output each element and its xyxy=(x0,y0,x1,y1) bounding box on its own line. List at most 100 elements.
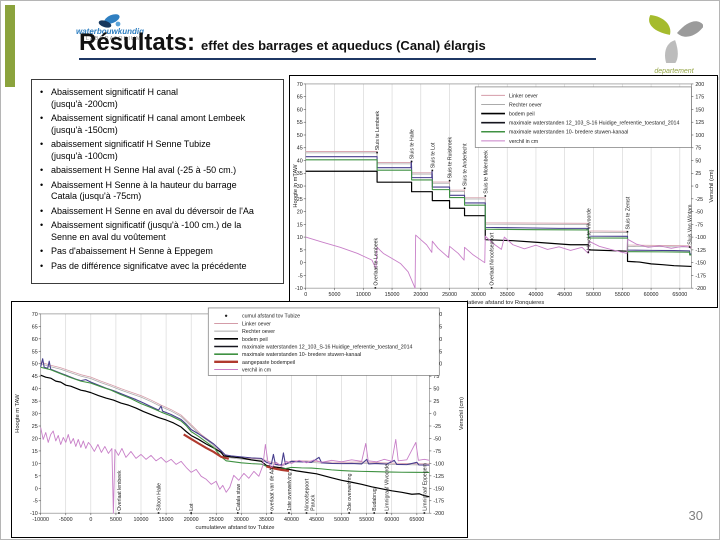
senne-profile-chart: -10000 -5000 0 5000 10000 15000 20000 25000 3000… xyxy=(11,301,468,538)
svg-text:Sluis te Molenbeek: Sluis te Molenbeek xyxy=(483,150,489,194)
svg-text:55: 55 xyxy=(32,349,38,355)
svg-text:0: 0 xyxy=(300,261,303,267)
svg-text:Rechter oever: Rechter oever xyxy=(509,102,542,108)
svg-text:1ste overwelving: 1ste overwelving xyxy=(287,472,293,510)
svg-text:-125: -125 xyxy=(433,474,444,480)
svg-text:45000: 45000 xyxy=(309,517,324,523)
svg-text:Ninoofsepoort: Ninoofsepoort xyxy=(304,478,310,511)
station-labels: Sluis te Lembeek Sluis te Halle Sluis te L… xyxy=(373,110,694,289)
accent-bar xyxy=(5,5,15,87)
svg-text:55: 55 xyxy=(297,120,303,126)
svg-text:200: 200 xyxy=(695,82,704,88)
svg-text:Sifoon Halle: Sifoon Halle xyxy=(157,483,163,511)
svg-text:55000: 55000 xyxy=(615,292,630,298)
svg-text:65: 65 xyxy=(297,95,303,101)
svg-text:10: 10 xyxy=(32,461,38,467)
svg-text:-5: -5 xyxy=(33,499,38,505)
svg-text:35: 35 xyxy=(297,171,303,177)
svg-text:20000: 20000 xyxy=(184,517,199,523)
svg-text:Catala stuw: Catala stuw xyxy=(236,484,242,511)
svg-text:cumulatieve afstand tov Ronqu: cumulatieve afstand tov Ronquieres xyxy=(453,300,545,306)
svg-text:40: 40 xyxy=(32,387,38,393)
svg-text:25: 25 xyxy=(433,399,439,405)
water-splash-icon xyxy=(98,14,121,28)
svg-text:Limnigraaf Eppegem: Limnigraaf Eppegem xyxy=(422,463,428,510)
svg-text:Rechter oever: Rechter oever xyxy=(242,329,275,335)
svg-text:30000: 30000 xyxy=(471,292,486,298)
svg-text:50000: 50000 xyxy=(334,517,349,523)
svg-text:45: 45 xyxy=(32,374,38,380)
svg-text:40000: 40000 xyxy=(529,292,544,298)
series-maximale-waterstanden-bredere-stuwen xyxy=(40,366,430,473)
waterbouwkundig-logo: waterbouwkundig LABORATORIUM xyxy=(76,13,196,47)
svg-text:60: 60 xyxy=(297,107,303,113)
svg-text:0: 0 xyxy=(89,517,92,523)
svg-text:-10: -10 xyxy=(295,286,303,292)
svg-text:50: 50 xyxy=(32,362,38,368)
bullet-item: Abaissement significatif H canal amont L… xyxy=(38,113,279,136)
subtitle-text: effet des barrages et aqueducs (Canal) é… xyxy=(201,38,486,53)
axis-titles: cumulatieve afstand tov Tubize Hoogte m T… xyxy=(15,394,465,531)
svg-text:20: 20 xyxy=(297,210,303,216)
svg-text:maximale waterstanden 10- bred: maximale waterstanden 10- bredere stuwen… xyxy=(242,352,361,358)
svg-text:Sluis te Halle: Sluis te Halle xyxy=(410,129,416,159)
x-axis: -10000 -5000 0 5000 10000 15000 20000 25000 3000… xyxy=(32,513,424,523)
svg-text:Linker oever: Linker oever xyxy=(509,93,538,99)
svg-text:maximale waterstanden 12_103_S: maximale waterstanden 12_103_S-16 Huidig… xyxy=(242,344,413,350)
department-caption: departement xyxy=(654,68,694,75)
series-bodem-peil xyxy=(40,374,430,498)
series-rechter-oever xyxy=(40,363,430,467)
svg-text:Sluis Van Wintam: Sluis Van Wintam xyxy=(688,205,694,245)
canal-chart-svg: 0 5000 10000 15000 20000 25000 30000 35000 40000… xyxy=(293,82,715,306)
svg-text:cumul afstand tov Tubize: cumul afstand tov Tubize xyxy=(242,314,300,320)
svg-text:5000: 5000 xyxy=(329,292,341,298)
svg-text:25: 25 xyxy=(297,197,303,203)
svg-text:25: 25 xyxy=(32,424,38,430)
svg-text:15000: 15000 xyxy=(159,517,174,523)
series-rechter-oever xyxy=(305,152,692,250)
svg-text:75: 75 xyxy=(695,146,701,152)
svg-text:175: 175 xyxy=(695,95,704,101)
svg-text:Limnigraaf Vilvoorde: Limnigraaf Vilvoorde xyxy=(385,464,391,511)
svg-text:-100: -100 xyxy=(433,461,444,467)
axis-titles: cumulatieve afstand tov Ronquieres Hoogte… xyxy=(293,164,715,306)
svg-text:-200: -200 xyxy=(695,286,706,292)
svg-text:Hoogte in mTAW: Hoogte in mTAW xyxy=(293,164,299,208)
svg-text:maximale waterstanden 12_103_S: maximale waterstanden 12_103_S-16 Huidig… xyxy=(509,121,680,127)
svg-text:Sluis te Ruisbroek: Sluis te Ruisbroek xyxy=(448,137,454,179)
svg-text:Linker oever: Linker oever xyxy=(242,321,271,327)
bullet-item: abaissement significatif H Senne Tubize … xyxy=(38,139,279,162)
logo-subname: LABORATORIUM xyxy=(86,36,142,42)
svg-text:verchil in cm: verchil in cm xyxy=(242,368,272,374)
x-axis: 0 5000 10000 15000 20000 25000 30000 35000 40000… xyxy=(304,288,687,298)
svg-text:35000: 35000 xyxy=(500,292,515,298)
svg-text:-175: -175 xyxy=(433,499,444,505)
svg-text:maximale waterstanden 10- bred: maximale waterstanden 10- bredere stuwen… xyxy=(509,130,628,136)
svg-text:-5000: -5000 xyxy=(59,517,73,523)
svg-text:30000: 30000 xyxy=(234,517,249,523)
svg-text:-10: -10 xyxy=(30,511,38,517)
svg-text:Sluis te Lembeek: Sluis te Lembeek xyxy=(375,110,381,150)
svg-text:60000: 60000 xyxy=(644,292,659,298)
logo-name: waterbouwkundig xyxy=(76,27,144,36)
svg-text:bodem peil: bodem peil xyxy=(509,112,535,118)
bullet-item: Abaissement H Senne à la hauteur du barr… xyxy=(38,180,279,203)
svg-text:0: 0 xyxy=(433,412,436,418)
svg-text:65000: 65000 xyxy=(409,517,424,523)
svg-text:125: 125 xyxy=(695,120,704,126)
svg-text:30: 30 xyxy=(32,412,38,418)
svg-text:-25: -25 xyxy=(433,424,441,430)
svg-text:70: 70 xyxy=(297,82,303,88)
svg-text:Hevel te Vilvoorde: Hevel te Vilvoorde xyxy=(586,208,592,250)
svg-text:Verschil (cm): Verschil (cm) xyxy=(459,397,465,430)
y-axis-right: -200 -175 -150 -125 -100 -75 -50 -25 0 25 50 75 100 1… xyxy=(691,82,706,292)
svg-text:35: 35 xyxy=(32,399,38,405)
series-linker-oever xyxy=(40,361,430,466)
bullet-item: Abaissement significatif H canal (jusqu'… xyxy=(38,87,279,110)
series-aangepaste-bodempeil xyxy=(183,433,290,472)
svg-text:-150: -150 xyxy=(433,486,444,492)
svg-text:10000: 10000 xyxy=(356,292,371,298)
department-logo: departement Mobiliteit en Openbare Werke… xyxy=(629,9,719,85)
series-linker-oever xyxy=(305,151,692,249)
title-text: Résultats: xyxy=(79,29,196,56)
